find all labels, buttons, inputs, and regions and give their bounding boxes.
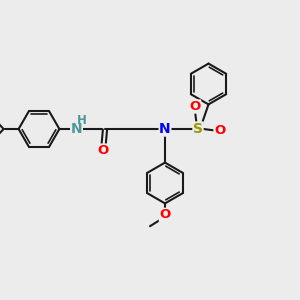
- Text: S: S: [193, 122, 203, 136]
- Text: O: O: [189, 100, 201, 113]
- Text: O: O: [159, 208, 171, 221]
- Text: N: N: [159, 122, 171, 136]
- Text: O: O: [98, 144, 109, 157]
- Text: O: O: [214, 124, 225, 137]
- Text: N: N: [71, 122, 82, 136]
- Text: H: H: [77, 113, 87, 127]
